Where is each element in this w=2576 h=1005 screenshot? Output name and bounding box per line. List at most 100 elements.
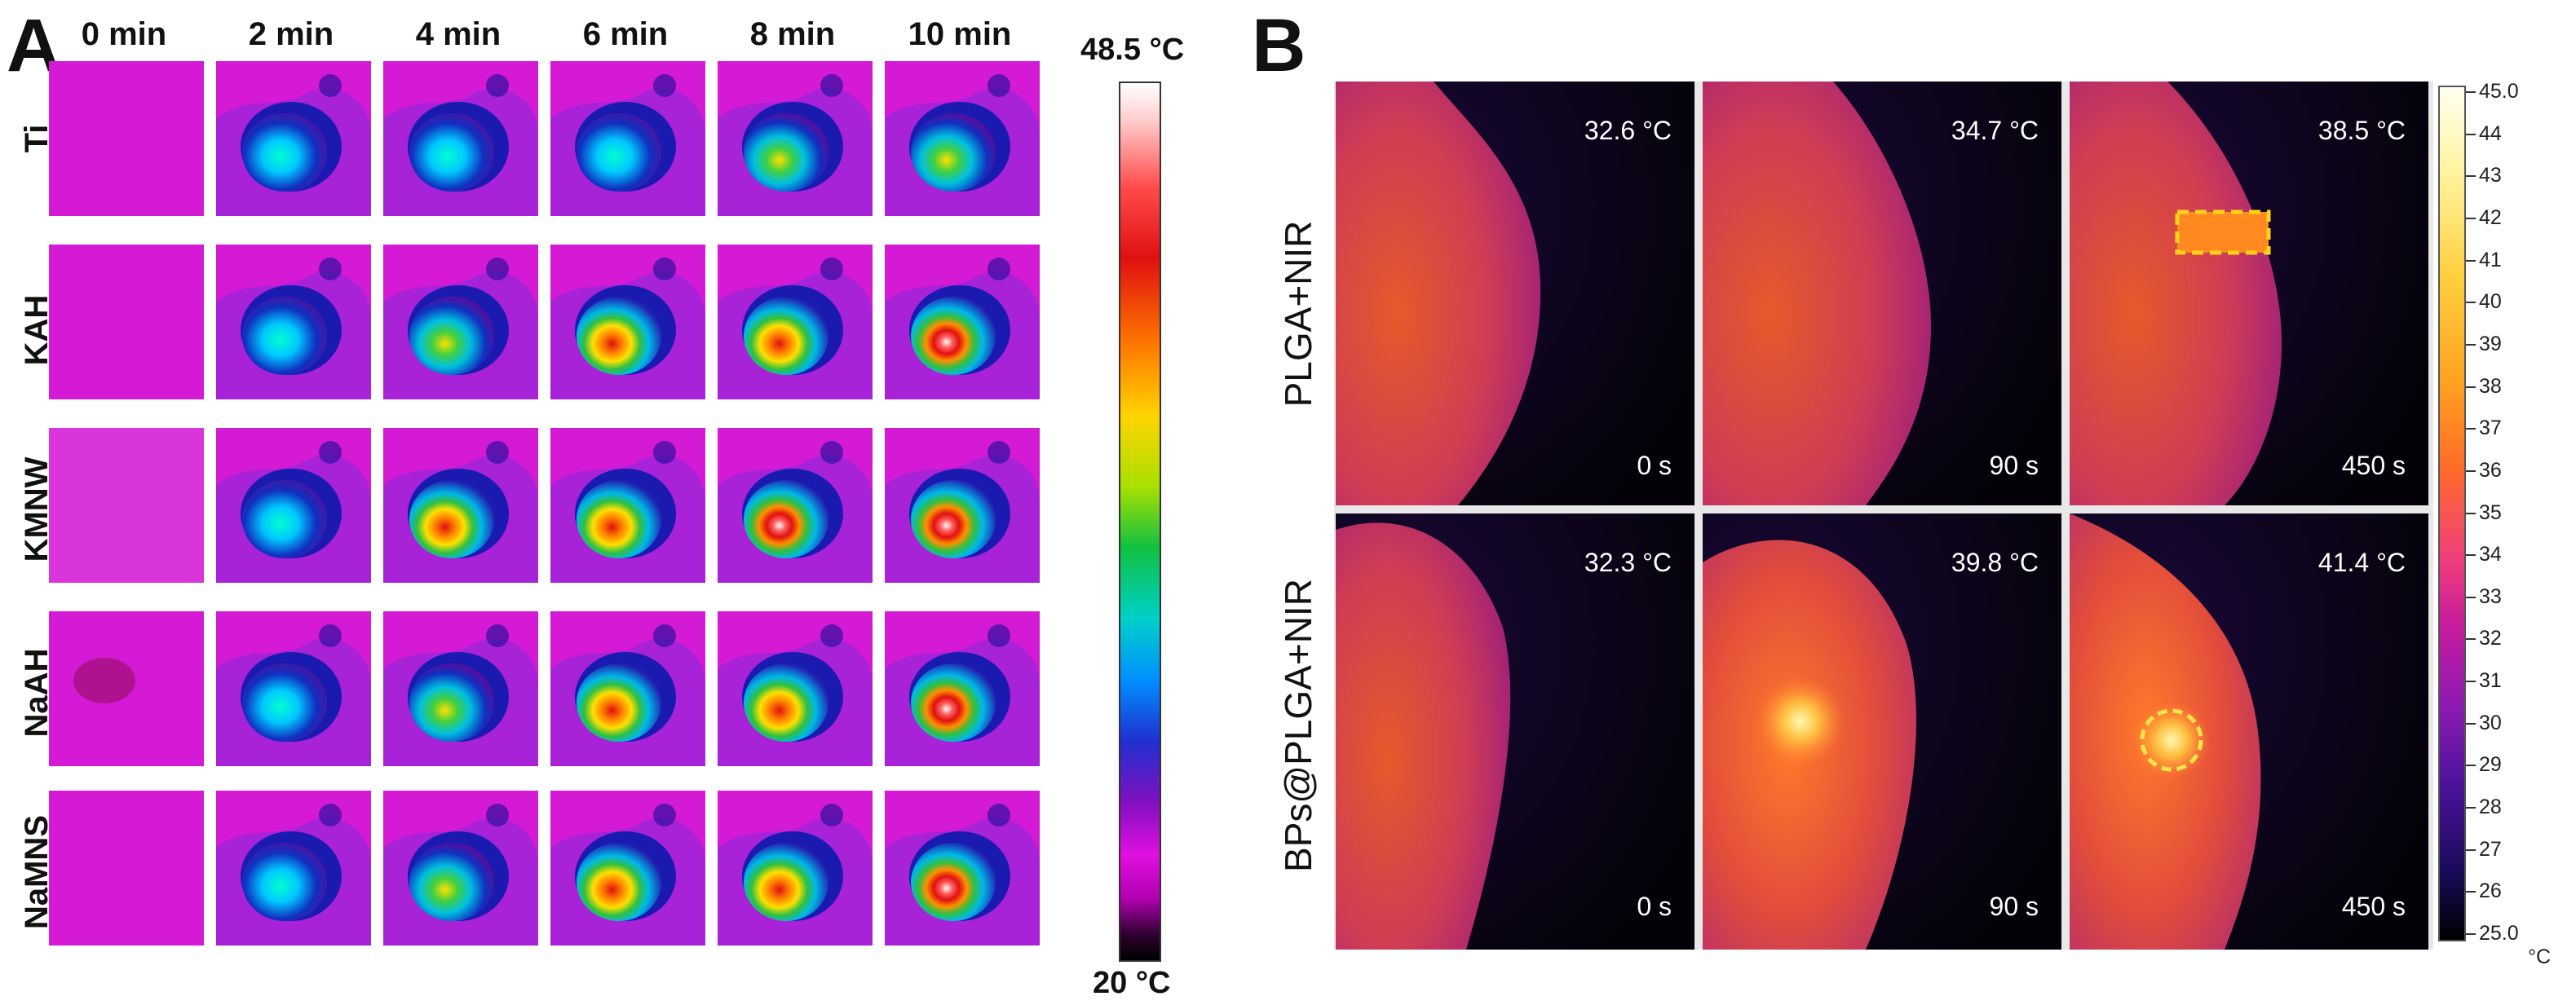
colorbar-b-unit: °C xyxy=(2528,945,2552,968)
colorbar-b-tick-label: 33 xyxy=(2479,584,2502,608)
row-label: NaAH xyxy=(19,648,55,738)
colorbar-b-tick-label: 39 xyxy=(2479,332,2502,355)
thermal-image xyxy=(550,61,705,216)
thermal-image xyxy=(718,61,873,216)
colorbar-b-tick-label: 35 xyxy=(2479,500,2502,524)
temperature-label: 41.4 °C xyxy=(2318,548,2406,577)
thermal-image: 34.7 °C 90 s xyxy=(1703,82,2061,505)
colorbar-b-tick-label: 36 xyxy=(2479,458,2502,482)
colorbar-b-tick-mark xyxy=(2466,217,2476,219)
thermal-image xyxy=(49,611,204,766)
colorbar-b-tick-label: 34 xyxy=(2479,543,2502,566)
colorbar-b-tick-label: 25.0 xyxy=(2479,922,2519,945)
colorbar-b-tick-label: 27 xyxy=(2479,837,2502,861)
colorbar-b-tick-mark xyxy=(2466,765,2476,767)
colorbar-b-tick-label: 31 xyxy=(2479,669,2502,693)
thermal-image-grid-b: 32.6 °C 0 s 34.7 °C 90 s 38.5 °C 450 s 3… xyxy=(1334,82,2433,950)
thermal-image xyxy=(550,428,705,583)
column-header: 6 min xyxy=(582,16,669,52)
colorbar-a-min-label: 20 °C xyxy=(1093,966,1171,1000)
colorbar-b-tick-label: 40 xyxy=(2479,290,2502,314)
thermal-image: 32.6 °C 0 s xyxy=(1336,82,1695,505)
colorbar-b-tick-mark xyxy=(2466,849,2476,851)
colorbar-b-tick-label: 43 xyxy=(2479,164,2502,187)
colorbar-b-tick-mark xyxy=(2466,596,2476,598)
panel-b-letter: B xyxy=(1252,4,1306,87)
column-header: 0 min xyxy=(81,16,167,52)
time-label: 450 s xyxy=(2341,892,2406,921)
thermal-image: 38.5 °C 450 s xyxy=(2070,82,2428,505)
thermal-image xyxy=(718,428,873,583)
thermal-image xyxy=(216,791,371,945)
temperature-label: 32.6 °C xyxy=(1584,116,1672,145)
thermal-image xyxy=(383,428,538,583)
thermal-image xyxy=(885,61,1040,216)
column-header: 8 min xyxy=(749,16,836,52)
thermal-image xyxy=(718,791,873,945)
thermal-image xyxy=(383,245,538,399)
thermal-image xyxy=(383,61,538,216)
thermal-image xyxy=(885,428,1040,583)
time-label: 90 s xyxy=(1989,451,2039,480)
colorbar-b-tick-mark xyxy=(2466,259,2476,262)
thermal-image xyxy=(550,791,705,945)
thermal-image xyxy=(718,611,873,766)
column-header: 2 min xyxy=(248,16,334,52)
colorbar-a-max-label: 48.5 °C xyxy=(1080,33,1185,67)
colorbar-b-tick-mark xyxy=(2466,302,2476,304)
thermal-image xyxy=(216,428,371,583)
thermal-image xyxy=(885,245,1040,399)
thermal-image xyxy=(550,611,705,766)
thermal-image xyxy=(550,245,705,399)
row-label: KAH xyxy=(19,294,55,366)
colorbar-b-tick-mark xyxy=(2466,681,2476,683)
temperature-label: 32.3 °C xyxy=(1584,548,1672,577)
thermal-image xyxy=(216,61,371,216)
colorbar-b-tick-mark xyxy=(2466,386,2476,388)
thermal-image xyxy=(885,791,1040,945)
colorbar-b-tick-label: 45.0 xyxy=(2479,80,2519,103)
colorbar-b-tick-label: 38 xyxy=(2479,374,2502,398)
time-label: 0 s xyxy=(1637,892,1672,921)
colorbar-b-tick-label: 30 xyxy=(2479,711,2502,734)
row-label: KMNW xyxy=(19,456,55,562)
thermal-image xyxy=(49,245,204,399)
colorbar-b-tick-mark xyxy=(2466,807,2476,809)
thermal-image: 32.3 °C 0 s xyxy=(1336,514,1695,950)
row-label: NaMNS xyxy=(19,814,55,930)
colorbar-b-tick-mark xyxy=(2466,175,2476,178)
thermal-image xyxy=(49,791,204,945)
colorbar-b-tick-label: 42 xyxy=(2479,205,2502,229)
row-label: Ti xyxy=(19,124,55,153)
colorbar-b-tick-mark xyxy=(2466,554,2476,557)
colorbar-b-tick-mark xyxy=(2466,638,2476,641)
thermal-image xyxy=(383,611,538,766)
temperature-label: 38.5 °C xyxy=(2318,116,2406,145)
colorbar-b-tick-mark xyxy=(2466,469,2476,472)
colorbar-a xyxy=(1119,82,1161,962)
column-header: 4 min xyxy=(415,16,502,52)
thermal-image xyxy=(216,611,371,766)
roi-rectangle xyxy=(2175,209,2271,255)
time-label: 450 s xyxy=(2341,451,2406,480)
colorbar-b-tick-label: 37 xyxy=(2479,417,2502,440)
colorbar-b xyxy=(2438,86,2466,941)
colorbar-b-tick-label: 41 xyxy=(2479,248,2502,271)
colorbar-b-tick-mark xyxy=(2466,343,2476,346)
thermal-image xyxy=(49,428,204,583)
thermal-image: 41.4 °C 450 s xyxy=(2070,514,2428,950)
colorbar-b-tick-label: 28 xyxy=(2479,796,2502,819)
colorbar-b-tick-label: 29 xyxy=(2479,753,2502,777)
colorbar-b-tick-mark xyxy=(2466,933,2476,935)
colorbar-b-tick-mark xyxy=(2466,428,2476,430)
roi-circle xyxy=(2140,708,2203,772)
temperature-label: 34.7 °C xyxy=(1951,116,2039,145)
row-label: PLGA+NIR xyxy=(1277,220,1319,408)
colorbar-b-tick-mark xyxy=(2466,133,2476,135)
time-label: 0 s xyxy=(1637,451,1672,480)
time-label: 90 s xyxy=(1989,892,2039,921)
thermal-image xyxy=(885,611,1040,766)
colorbar-b-tick-label: 26 xyxy=(2479,879,2502,903)
thermal-image: 39.8 °C 90 s xyxy=(1703,514,2061,950)
colorbar-b-tick-mark xyxy=(2466,91,2476,93)
